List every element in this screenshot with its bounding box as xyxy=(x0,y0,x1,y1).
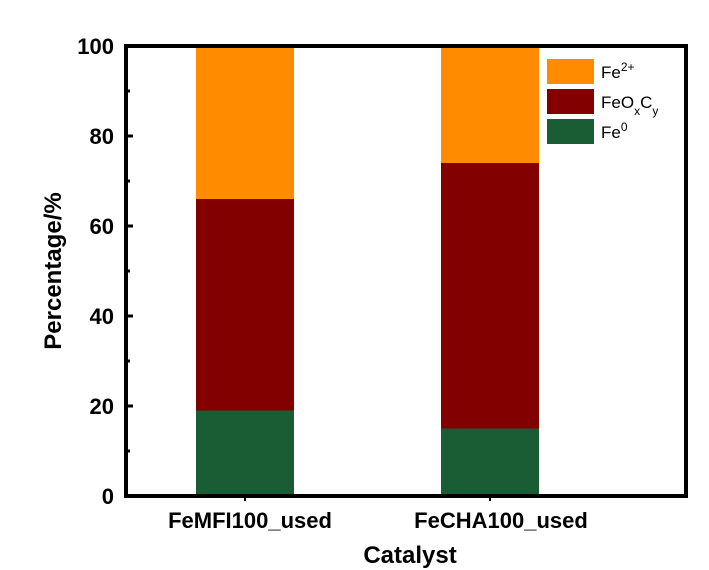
legend-label-Fe2+: Fe2+ xyxy=(601,60,635,82)
y-tick-label-0: 0 xyxy=(102,484,114,509)
legend-label-Fe0: Fe0 xyxy=(601,120,628,142)
legend-swatch-FeOxCy xyxy=(547,89,594,114)
bar-FeCHA100_used-FeOxCy xyxy=(441,163,539,429)
bar-FeCHA100_used-Fe2+ xyxy=(441,46,539,163)
y-axis-ticks: 0 20 40 60 80 100 xyxy=(77,34,133,509)
y-tick-label-80: 80 xyxy=(90,124,114,149)
y-tick-label-40: 40 xyxy=(90,304,114,329)
bar-FeMFI100_used-Fe0 xyxy=(196,410,294,496)
y-tick-label-20: 20 xyxy=(90,394,114,419)
x-axis-ticks: FeMFI100_used FeCHA100_used xyxy=(168,496,588,533)
bars-layer xyxy=(196,46,539,496)
y-tick-label-60: 60 xyxy=(90,214,114,239)
legend-label-FeOxCy: FeOxCy xyxy=(601,93,658,118)
legend-swatch-Fe2+ xyxy=(547,59,594,84)
bar-FeMFI100_used-Fe2+ xyxy=(196,46,294,199)
y-tick-label-100: 100 xyxy=(77,34,114,59)
bar-FeMFI100_used-FeOxCy xyxy=(196,199,294,411)
x-tick-label-FeCHA100_used: FeCHA100_used xyxy=(414,508,588,533)
legend-swatch-Fe0 xyxy=(547,119,594,144)
x-tick-label-FeMFI100_used: FeMFI100_used xyxy=(168,508,332,533)
x-axis-title: Catalyst xyxy=(363,542,456,569)
y-axis-title: Percentage/% xyxy=(40,192,67,349)
bar-FeCHA100_used-Fe0 xyxy=(441,428,539,496)
